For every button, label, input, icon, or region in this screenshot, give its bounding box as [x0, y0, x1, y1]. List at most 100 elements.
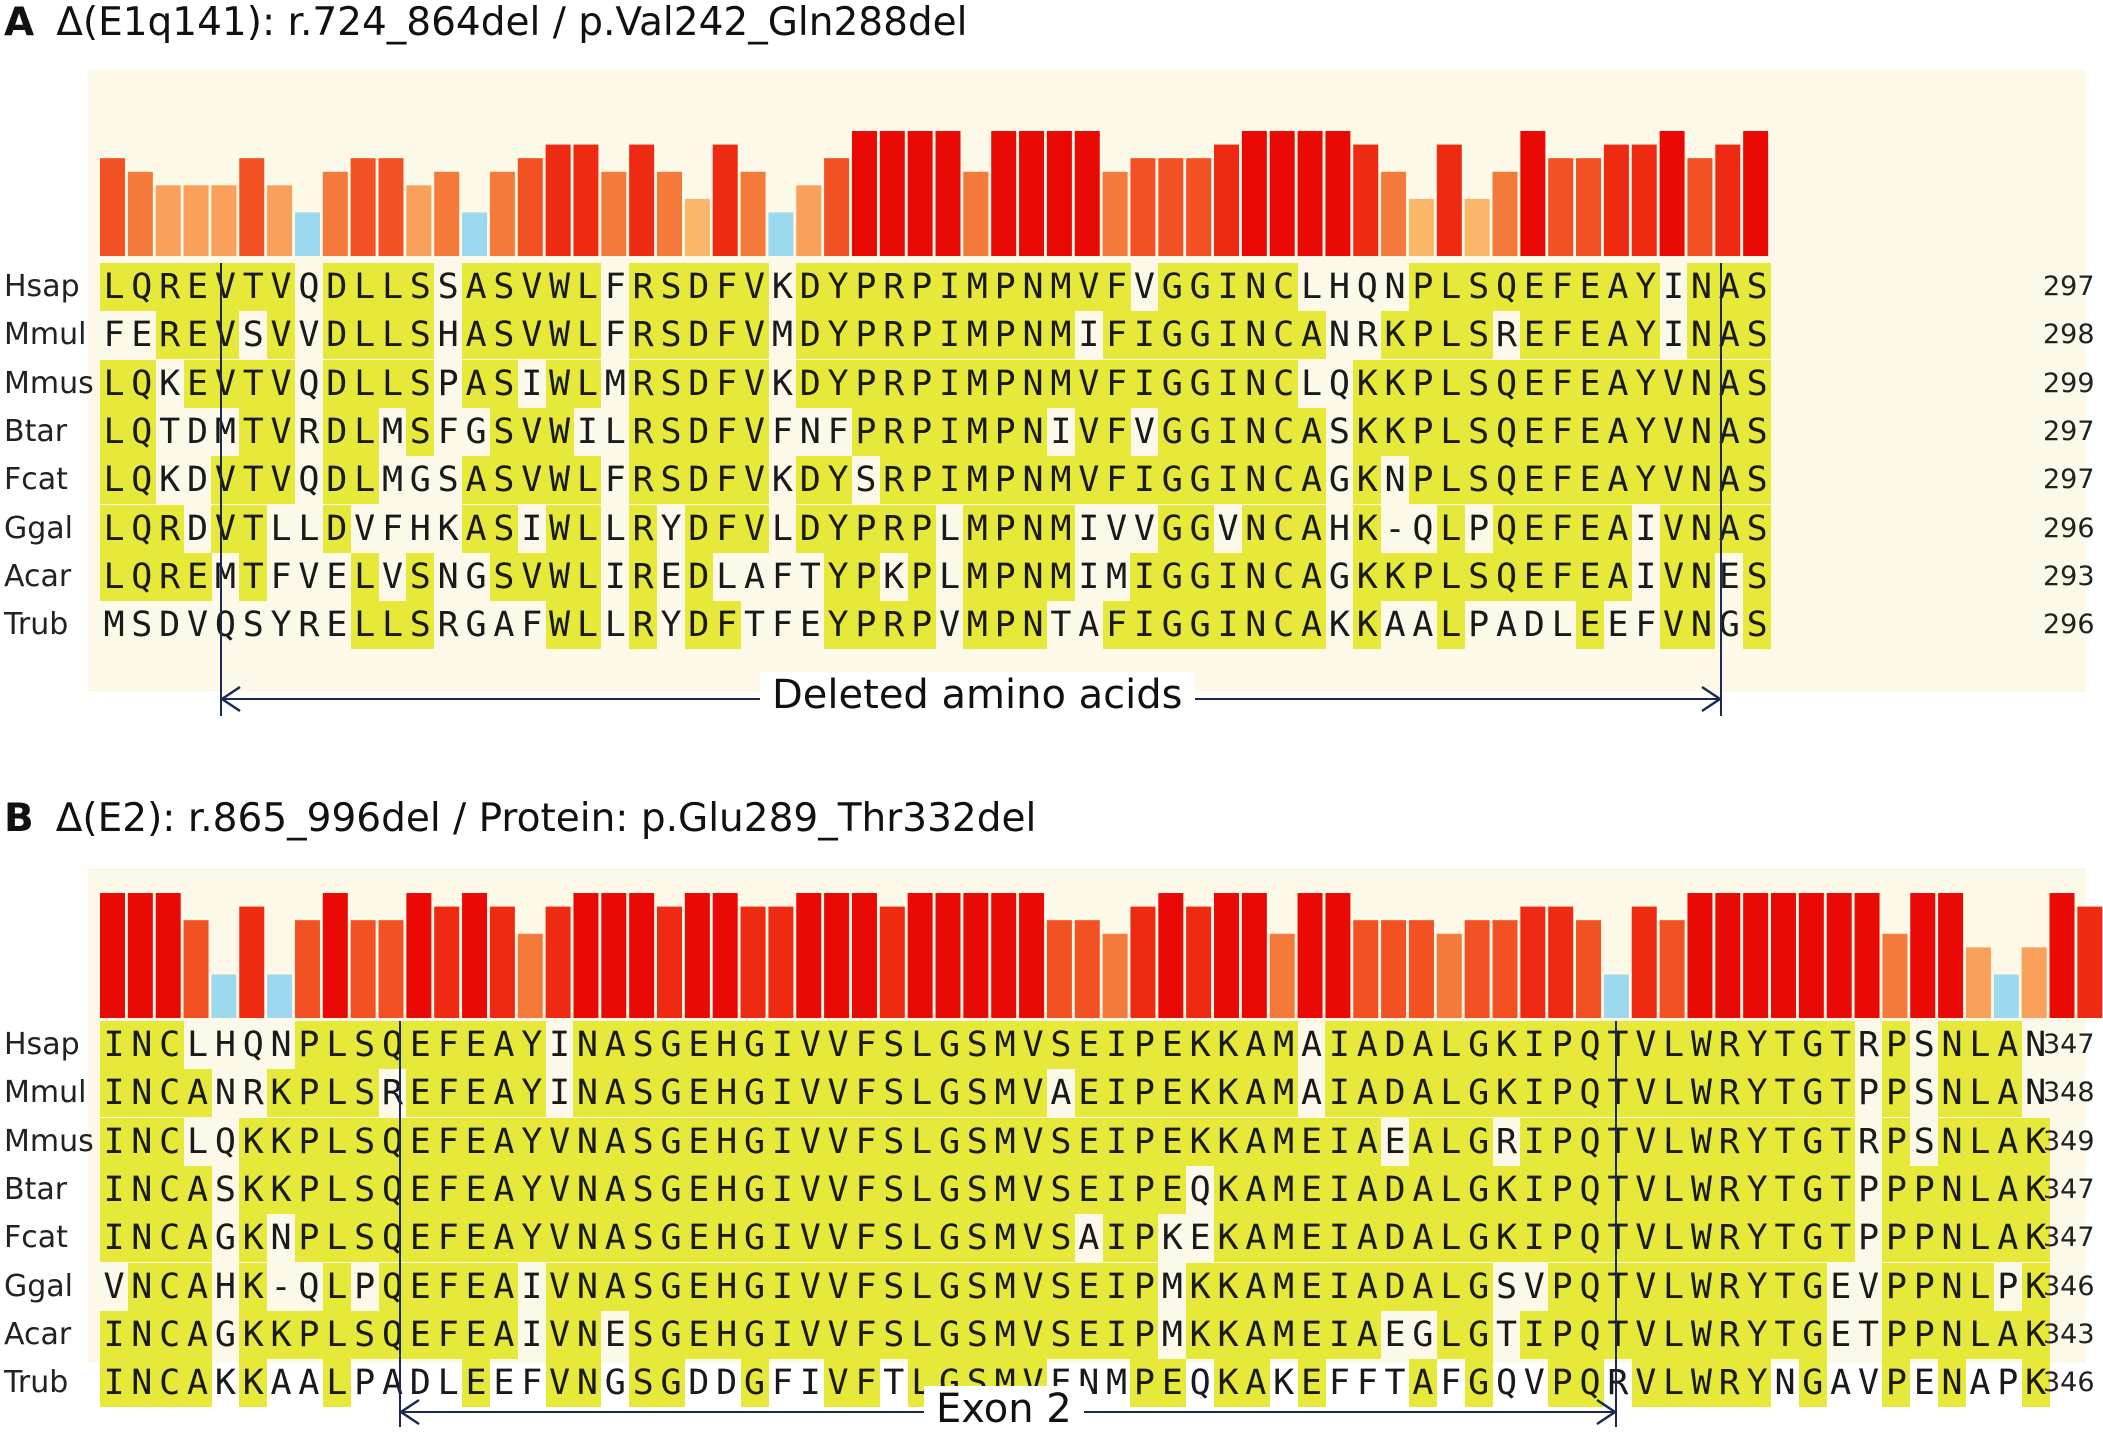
species-label: Acar: [4, 558, 72, 594]
conservation-bar: [1408, 198, 1434, 256]
panel-a-title: A Δ(E1q141): r.724_864del / p.Val242_Gln2…: [4, 0, 968, 45]
residue: A: [1603, 311, 1632, 360]
residue: E: [183, 359, 212, 408]
residue: G: [1186, 359, 1215, 408]
residue: A: [1603, 359, 1632, 408]
residue: F: [1548, 359, 1577, 408]
residue: I: [1130, 359, 1159, 408]
residue: I: [1078, 508, 1100, 549]
residue: G: [1158, 504, 1187, 553]
residue: A: [1297, 504, 1326, 553]
residue: A: [1603, 263, 1632, 311]
residue: K: [1381, 311, 1410, 360]
residue: L: [100, 456, 128, 505]
residue: K: [159, 363, 181, 404]
residue: N: [1687, 407, 1716, 456]
residue: S: [1743, 504, 1772, 553]
residue: P: [1408, 263, 1437, 311]
conservation-bar: [434, 171, 460, 256]
residue: M: [1046, 456, 1075, 505]
residue: I: [1130, 311, 1159, 360]
residue: V: [1133, 508, 1155, 549]
residue: N: [1384, 460, 1406, 501]
residue: N: [1241, 456, 1270, 505]
residue: S: [1328, 411, 1350, 452]
residue: P: [907, 504, 936, 553]
residue: V: [1659, 407, 1688, 456]
residue: N: [1687, 504, 1716, 553]
conservation-bar: [1464, 198, 1490, 256]
conservation-bar: [796, 185, 822, 256]
residue: T: [159, 411, 181, 452]
residue: P: [851, 504, 880, 553]
residue: G: [1186, 456, 1215, 505]
residue: K: [1353, 504, 1382, 553]
residue: L: [378, 311, 407, 360]
residue: F: [604, 315, 626, 356]
conservation-bar: [1576, 158, 1602, 256]
residue: S: [657, 407, 685, 456]
residue: R: [879, 407, 908, 456]
residue: L: [350, 359, 379, 408]
residue: R: [629, 359, 658, 408]
residue: G: [1158, 263, 1187, 311]
residue: R: [298, 411, 320, 452]
residue: K: [1353, 359, 1382, 408]
conservation-bar: [1269, 131, 1295, 256]
residue: L: [350, 263, 379, 311]
residue: V: [267, 311, 296, 360]
residue: S: [406, 407, 435, 456]
residue: I: [521, 508, 543, 549]
residue: P: [851, 359, 880, 408]
residue: E: [1520, 359, 1549, 408]
residue: D: [796, 456, 825, 505]
residue: V: [517, 407, 546, 456]
residue: I: [1214, 311, 1242, 360]
residue: F: [437, 411, 459, 452]
residue: I: [935, 359, 964, 408]
residue: S: [489, 407, 518, 456]
residue: A: [1603, 407, 1632, 456]
residue: V: [267, 407, 296, 456]
residue: D: [187, 460, 209, 501]
residue: F: [381, 508, 404, 549]
residue: N: [1687, 263, 1716, 311]
residue: L: [1301, 363, 1323, 404]
residue: F: [1102, 311, 1131, 360]
residue: L: [1436, 263, 1465, 311]
residue: L: [100, 263, 128, 311]
residue: F: [1548, 407, 1577, 456]
residue: Q: [127, 359, 156, 408]
residue: R: [155, 504, 184, 553]
residue: L: [378, 359, 407, 408]
residue: D: [187, 411, 209, 452]
residue: S: [657, 311, 685, 360]
residue: M: [381, 460, 404, 501]
residue: L: [100, 552, 128, 601]
species-label: Hsap: [4, 269, 80, 304]
residue: I: [521, 363, 543, 404]
residue-position: 299: [2043, 367, 2095, 399]
residue: V: [1106, 508, 1128, 549]
residue: F: [1102, 407, 1131, 456]
residue: N: [1687, 311, 1716, 360]
residue: D: [322, 263, 351, 311]
residue: Q: [1412, 508, 1434, 549]
residue: C: [1269, 263, 1298, 311]
conservation-bar: [378, 158, 404, 256]
residue: D: [796, 311, 825, 360]
residue: Y: [824, 311, 853, 360]
residue: Y: [824, 263, 853, 311]
residue: N: [1241, 263, 1270, 311]
residue: V: [1133, 267, 1155, 307]
residue: D: [684, 359, 713, 408]
residue: N: [1241, 359, 1270, 408]
residue: L: [938, 508, 961, 549]
residue: S: [489, 311, 518, 360]
residue: P: [1408, 456, 1437, 505]
arrowhead: [398, 1398, 420, 1426]
residue: E: [1520, 407, 1549, 456]
residue: Q: [298, 267, 320, 307]
residue: S: [242, 315, 264, 356]
